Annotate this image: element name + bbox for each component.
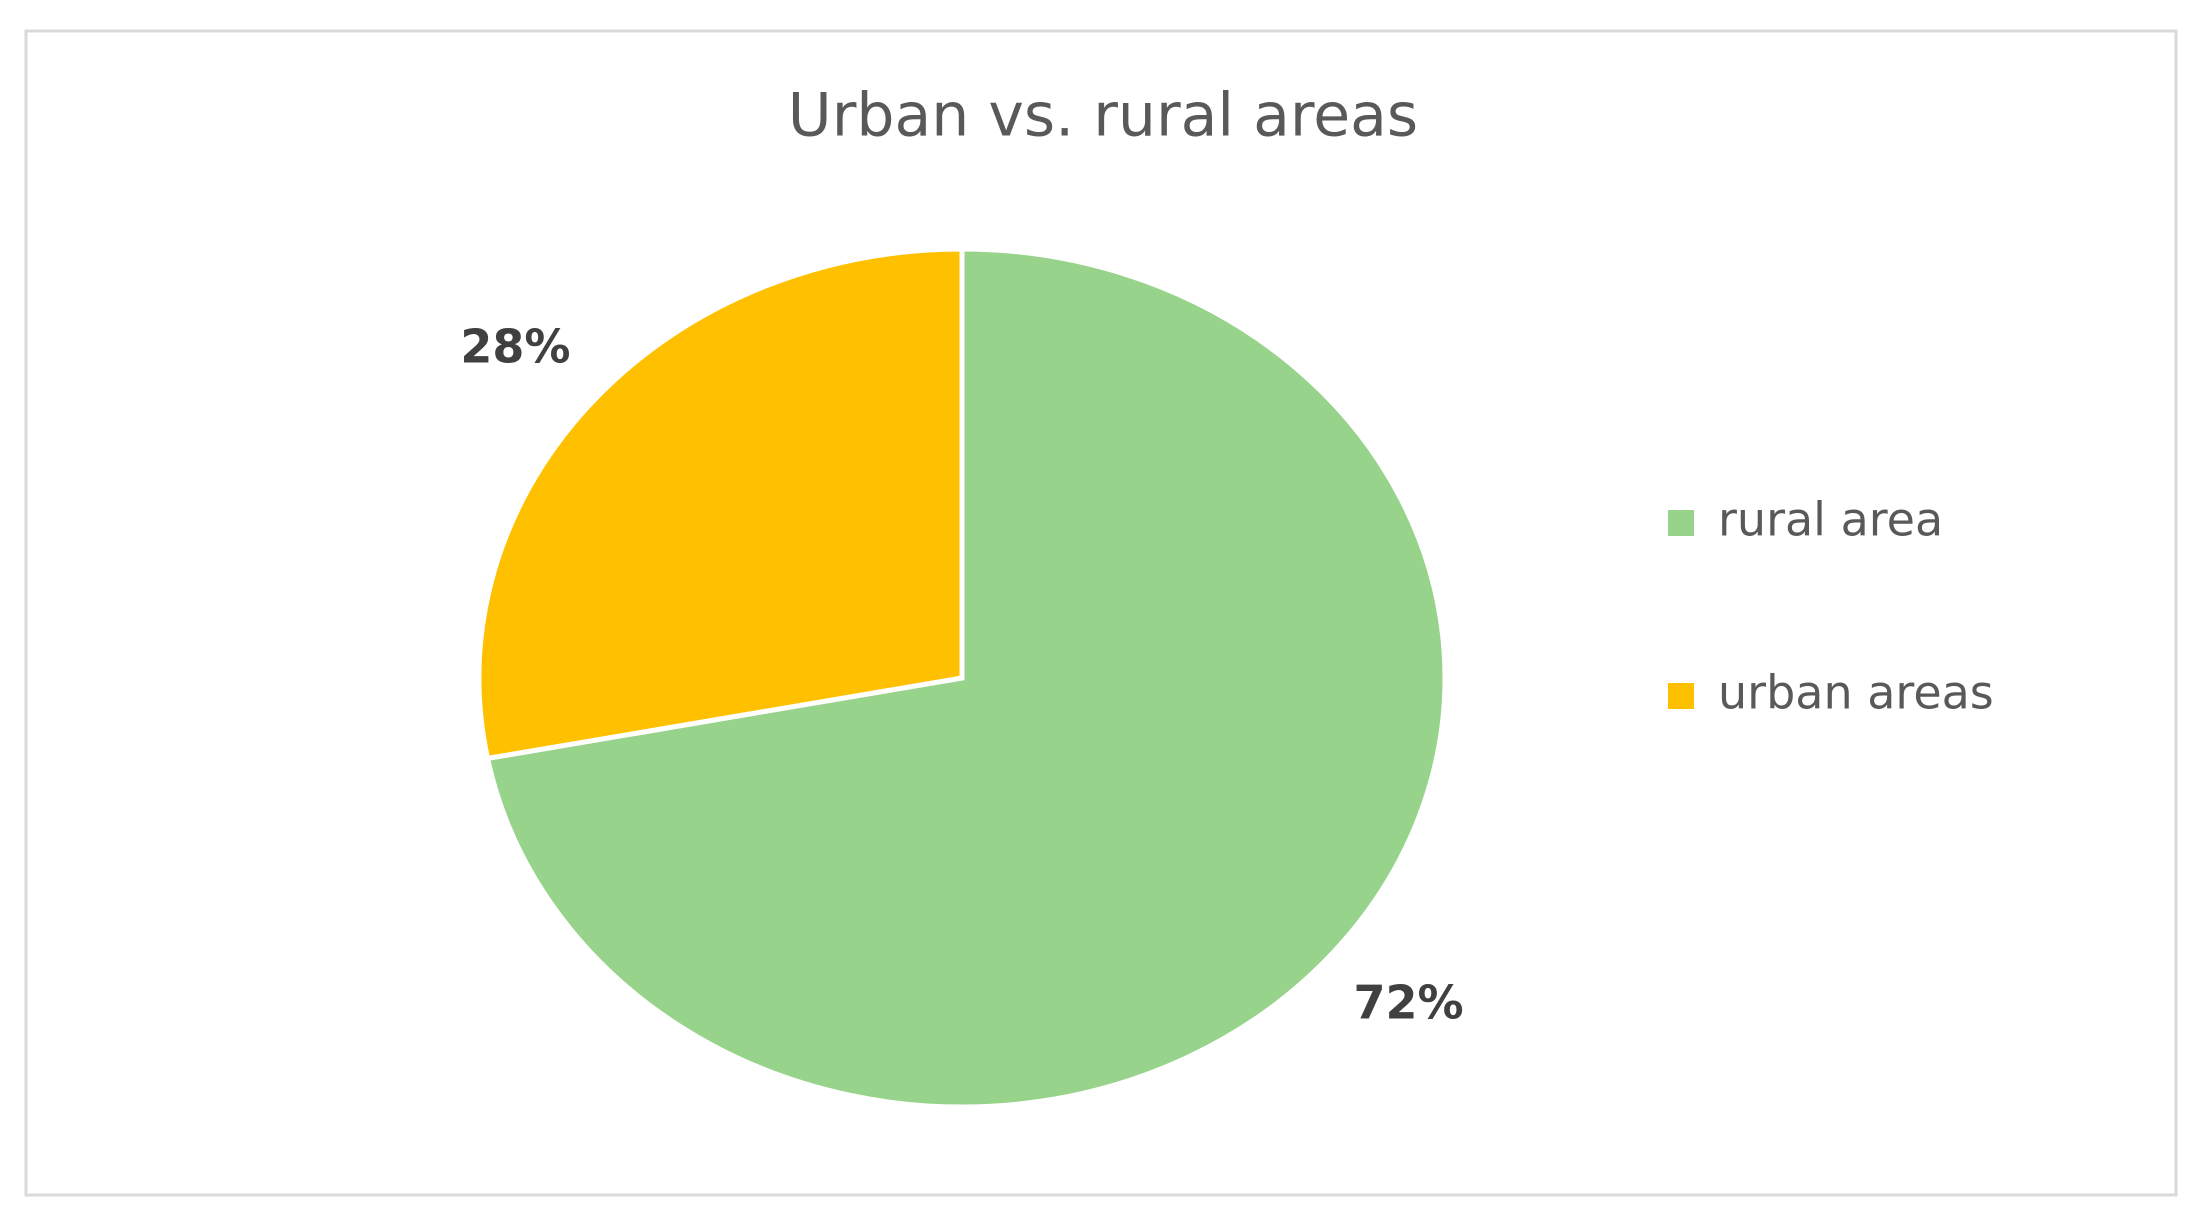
legend-label: rural area	[1718, 493, 1943, 547]
legend-label: urban areas	[1718, 666, 1994, 720]
data-label: 28%	[460, 319, 570, 373]
data-label: 72%	[1354, 976, 1464, 1030]
legend-marker	[1668, 510, 1694, 536]
chart-title: Urban vs. rural areas	[788, 81, 1418, 151]
legend-marker	[1668, 683, 1694, 709]
pie-slice	[484, 246, 1448, 1110]
pie-slice	[476, 246, 965, 762]
